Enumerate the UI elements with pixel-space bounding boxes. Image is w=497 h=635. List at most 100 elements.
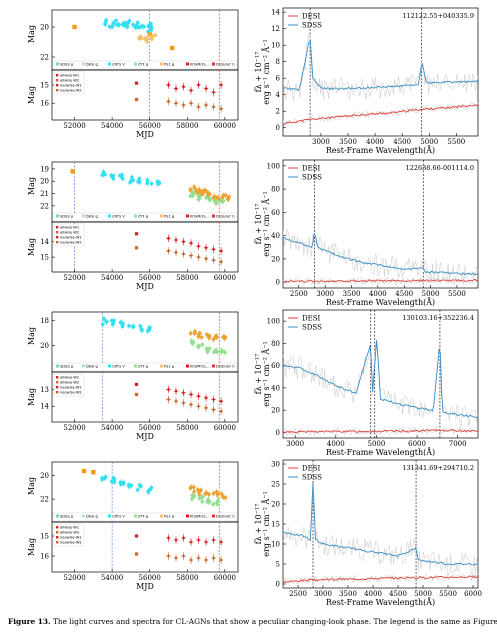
sdss-point: [147, 32, 152, 37]
legend-marker: [186, 514, 189, 518]
flux-tick-label: 10: [271, 541, 280, 549]
legend-marker: [160, 514, 163, 518]
flux-tick-label: 12: [271, 25, 280, 33]
wise-legend-label: allwise-W1: [60, 375, 79, 379]
legend-marker: [56, 214, 59, 218]
legend-marker: [134, 62, 137, 66]
row-3: 18 20 Mag SDSS g DESI g CRTS V ZTF g PS1 g KOSMO…: [27, 309, 479, 457]
mjd-tick-label: 54000: [101, 424, 123, 432]
mjd-axis-label: MJD: [136, 130, 154, 139]
optical-legend-label: ZTF g: [138, 514, 148, 518]
flux-axis-unit: erg s⁻¹ cm⁻² Å⁻¹: [262, 341, 271, 407]
wise-panel-frame: [51, 371, 239, 423]
flux-axis-unit: erg s⁻¹ cm⁻² Å⁻¹: [262, 191, 271, 257]
spectrum-panel-frame: [282, 159, 479, 289]
flux-tick-label: 60: [271, 362, 280, 370]
optical-legend-label: CRTS V: [112, 62, 125, 66]
legend-marker: [212, 214, 215, 218]
flux-axis-label: fλ + 10⁻¹⁷: [254, 204, 263, 245]
optical-legend-box: [52, 60, 238, 70]
flux-tick-label: 25: [271, 481, 280, 489]
w1-point: [134, 232, 139, 236]
wavelength-axis-label: Rest-Frame Wavelength(Å): [326, 298, 435, 307]
spectrum-legend-label: DESI: [302, 315, 321, 323]
flux-tick-label: 100: [267, 162, 280, 170]
desi-raw-spectrum: [282, 426, 479, 436]
flux-tick-label: 40: [271, 232, 280, 240]
optical-legend-label: CRTS V: [112, 364, 125, 368]
mjd-tick-label: 54000: [101, 574, 123, 582]
spectrum-legend-label: DESI: [302, 165, 321, 173]
w1-point: [134, 534, 139, 538]
sdss-point: [91, 469, 96, 475]
optical-y-tick-label: 20: [40, 24, 49, 32]
legend-marker: [134, 214, 137, 218]
legend-marker: [160, 364, 163, 368]
mjd-axis-label: MJD: [136, 282, 154, 291]
flux-tick-label: 0: [276, 429, 280, 437]
wise-y-tick-label: 15: [40, 254, 49, 262]
optical-legend-label: DESI g: [86, 62, 98, 66]
optical-legend-label: ZTF g: [138, 364, 148, 368]
sdss-point: [70, 169, 75, 174]
flux-axis-label: fλ + 10⁻¹⁷: [254, 354, 263, 395]
wavelength-tick-label: 6000: [408, 440, 426, 448]
sdss-smoothed-spectrum: [282, 39, 479, 92]
sdss-point: [81, 468, 87, 474]
legend-marker: [108, 214, 111, 218]
spectrum-legend-label: DESI: [302, 465, 321, 473]
optical-y-tick-label: 20: [40, 472, 49, 480]
optical-y-tick-label: 19: [40, 165, 49, 173]
wise-panel-frame: [51, 69, 239, 121]
legend-marker: [56, 62, 59, 66]
wavelength-tick-label: 5500: [447, 138, 465, 146]
wavelength-tick-label: 5000: [414, 590, 432, 598]
flux-tick-label: 40: [271, 384, 280, 392]
mjd-tick-label: 52000: [63, 274, 85, 282]
optical-legend-label: DESI g: [86, 514, 98, 518]
optical-legend-label: DESI(ref r): [216, 214, 235, 218]
optical-y-tick-label: 22: [40, 496, 49, 504]
wavelength-tick-label: 2500: [289, 590, 307, 598]
wise-legend-marker: [56, 531, 59, 534]
wavelength-tick-label: 3000: [286, 440, 304, 448]
optical-legend-label: PS1 g: [164, 514, 174, 518]
wise-legend-label: allwise-W2: [60, 230, 79, 234]
legend-marker: [134, 364, 137, 368]
wavelength-tick-label: 5000: [420, 138, 438, 146]
flux-tick-label: 15: [271, 521, 280, 529]
desi-smoothed-spectrum: [282, 104, 479, 125]
wavelength-axis-label: Rest-Frame Wavelength(Å): [326, 598, 435, 607]
wavelength-tick-label: 4000: [364, 590, 382, 598]
wavelength-tick-label: 4500: [389, 590, 407, 598]
optical-legend-label: ZTF g: [138, 214, 148, 218]
flux-tick-label: 20: [271, 255, 280, 263]
optical-legend-label: SDSS g: [60, 62, 73, 66]
object-name-label: 130103.16+352236.4: [402, 314, 474, 322]
flux-tick-label: 80: [271, 186, 280, 194]
wise-legend-label: neowise-W1: [60, 385, 82, 389]
wise-legend-label: allwise-W1: [60, 525, 79, 529]
wise-legend-label: neowise-W2: [60, 390, 82, 394]
row-2: 19 20 21 22 Mag SDSS g DESI g CRTS V ZTF g PS1 g K…: [27, 159, 479, 307]
wavelength-tick-label: 6000: [464, 590, 482, 598]
flux-tick-label: 10: [271, 42, 280, 50]
wavelength-tick-label: 2500: [290, 290, 308, 298]
spectrum-legend-label: SDSS: [302, 22, 322, 30]
wise-y-axis-label: Mag: [27, 538, 36, 556]
legend-marker: [82, 364, 85, 368]
wise-legend-box: [53, 71, 85, 95]
mjd-tick-label: 54000: [101, 122, 123, 130]
optical-y-axis-label: Mag: [27, 477, 36, 495]
legend-marker: [186, 364, 189, 368]
w2-point: [134, 392, 139, 397]
mjd-tick-label: 58000: [176, 574, 198, 582]
legend-marker: [82, 62, 85, 66]
optical-y-axis-label: Mag: [27, 25, 36, 43]
optical-legend-label: CRTS V: [112, 514, 125, 518]
mjd-tick-label: 60000: [214, 122, 236, 130]
mjd-tick-label: 52000: [63, 424, 85, 432]
legend-marker: [160, 62, 163, 66]
optical-legend-label: ZTF g: [138, 62, 148, 66]
